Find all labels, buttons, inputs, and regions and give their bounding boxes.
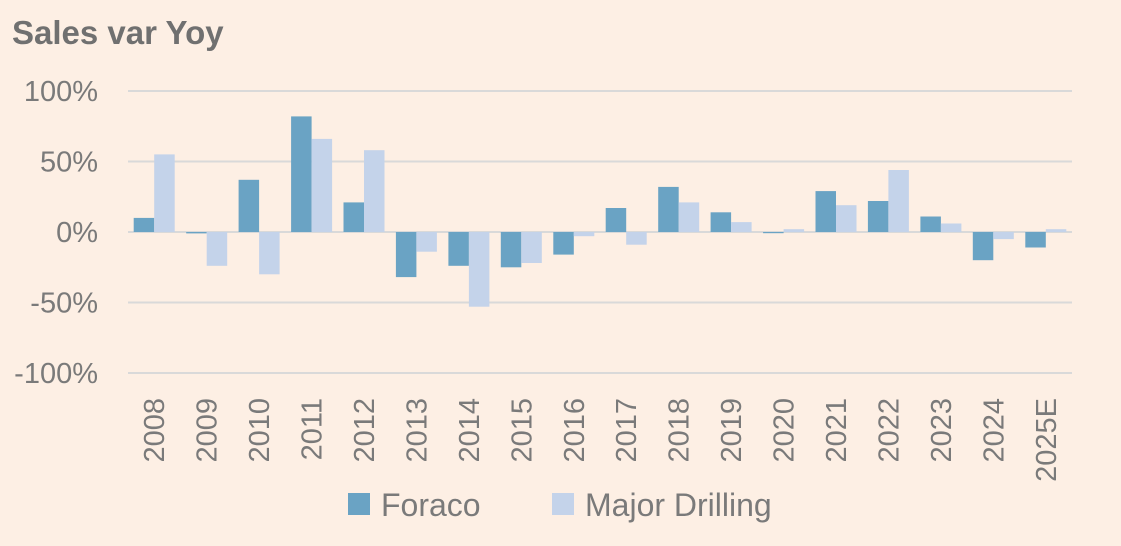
bar-major-drilling-2025E (1045, 229, 1067, 232)
bar-major-drilling-2015 (521, 232, 542, 263)
y-tick-label: -50% (30, 288, 98, 320)
bar-foraco-2015 (500, 232, 522, 268)
legend-label-major-drilling: Major Drilling (585, 487, 772, 523)
x-tick-label: 2020 (769, 398, 801, 463)
bar-foraco-2014 (448, 232, 469, 266)
bar-major-drilling-2008 (154, 154, 175, 232)
x-tick-label: 2016 (559, 398, 591, 463)
bar-foraco-2009 (186, 232, 207, 234)
bar-major-drilling-2013 (416, 232, 437, 252)
bar-foraco-2017 (605, 208, 627, 232)
bar-major-drilling-2023 (940, 223, 962, 232)
bar-foraco-2016 (553, 232, 574, 255)
bar-foraco-2025E (1025, 232, 1046, 248)
x-tick-label: 2022 (873, 398, 905, 463)
bar-foraco-2022 (867, 201, 889, 232)
bar-major-drilling-2017 (626, 232, 647, 245)
x-tick-label: 2008 (139, 398, 171, 463)
bar-foraco-2013 (395, 232, 417, 278)
bar-foraco-2019 (710, 212, 732, 232)
y-tick-label: 100% (24, 76, 98, 108)
x-tick-label: 2024 (978, 398, 1010, 463)
x-tick-label: 2025E (1031, 398, 1063, 482)
y-tick-label: 50% (40, 147, 98, 179)
y-tick-label: -100% (14, 358, 98, 390)
legend-swatch-major-drilling (552, 493, 574, 515)
legend-label-foraco: Foraco (381, 487, 481, 523)
bar-major-drilling-2022 (888, 170, 909, 232)
y-tick-label: 0% (56, 217, 98, 249)
bar-major-drilling-2012 (364, 150, 385, 232)
x-tick-label: 2012 (349, 398, 381, 463)
x-tick-label: 2010 (244, 398, 276, 463)
bar-major-drilling-2016 (573, 232, 595, 237)
chart-title: Sales var Yoy (12, 14, 224, 51)
bar-major-drilling-2019 (731, 222, 752, 232)
bar-foraco-2020 (763, 232, 784, 234)
x-tick-label: 2023 (926, 398, 958, 463)
bar-major-drilling-2018 (678, 202, 700, 232)
bar-major-drilling-2021 (836, 205, 857, 232)
bar-foraco-2008 (133, 217, 155, 232)
x-tick-label: 2014 (454, 398, 486, 463)
bar-foraco-2011 (291, 116, 312, 232)
bar-foraco-2018 (658, 186, 679, 232)
bar-foraco-2023 (920, 216, 941, 232)
x-tick-label: 2021 (821, 398, 853, 463)
x-tick-label: 2017 (611, 398, 643, 463)
bar-major-drilling-2009 (206, 232, 228, 266)
x-tick-label: 2013 (401, 398, 433, 463)
bar-major-drilling-2014 (468, 232, 490, 307)
x-tick-label: 2015 (506, 398, 538, 463)
bar-foraco-2012 (343, 202, 364, 232)
bar-foraco-2021 (815, 191, 836, 232)
bar-major-drilling-2024 (993, 232, 1014, 240)
bar-major-drilling-2010 (259, 232, 280, 275)
bar-major-drilling-2011 (311, 138, 333, 232)
x-tick-label: 2009 (192, 398, 224, 463)
x-tick-label: 2011 (297, 398, 329, 460)
bar-foraco-2010 (238, 179, 260, 232)
legend-swatch-foraco (348, 493, 370, 515)
x-tick-label: 2018 (664, 398, 696, 463)
bar-foraco-2024 (972, 232, 994, 261)
x-tick-label: 2019 (716, 398, 748, 463)
bar-major-drilling-2020 (783, 229, 805, 232)
